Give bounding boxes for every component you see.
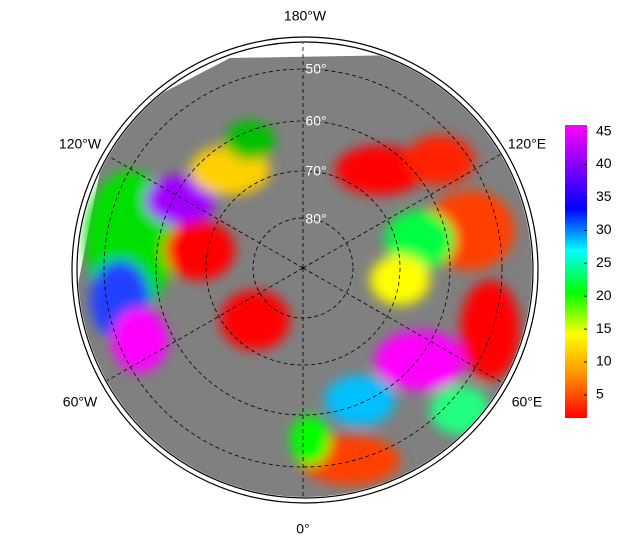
- colorbar-tick-label: 30: [596, 221, 612, 237]
- colorbar-tick-label: 40: [596, 155, 612, 171]
- colorbar-tick-label: 5: [596, 386, 604, 402]
- map-frame: [71, 36, 539, 504]
- meridian-label: 60°E: [512, 394, 543, 410]
- colorbar-tick-label: 45: [596, 122, 612, 138]
- colorbar-tick-label: 35: [596, 188, 612, 204]
- meridian-label: 120°W: [59, 136, 102, 152]
- colorbar-tick-label: 15: [596, 320, 612, 336]
- map-border: [76, 41, 534, 499]
- latitude-label: 70°: [305, 163, 326, 179]
- latitude-label: 50°: [305, 61, 326, 77]
- colorbar-tick-label: 10: [596, 353, 612, 369]
- meridian-label: 0°: [296, 521, 309, 537]
- colorbar: [565, 125, 587, 418]
- map-field: [78, 43, 532, 497]
- meridian-label: 180°W: [284, 8, 327, 24]
- latitude-label: 60°: [305, 113, 326, 129]
- meridian-label: 60°W: [63, 394, 98, 410]
- meridian-label: 120°E: [508, 136, 546, 152]
- colorbar-tick-label: 20: [596, 287, 612, 303]
- latitude-label: 80°: [305, 211, 326, 227]
- colorbar-tick-label: 25: [596, 254, 612, 270]
